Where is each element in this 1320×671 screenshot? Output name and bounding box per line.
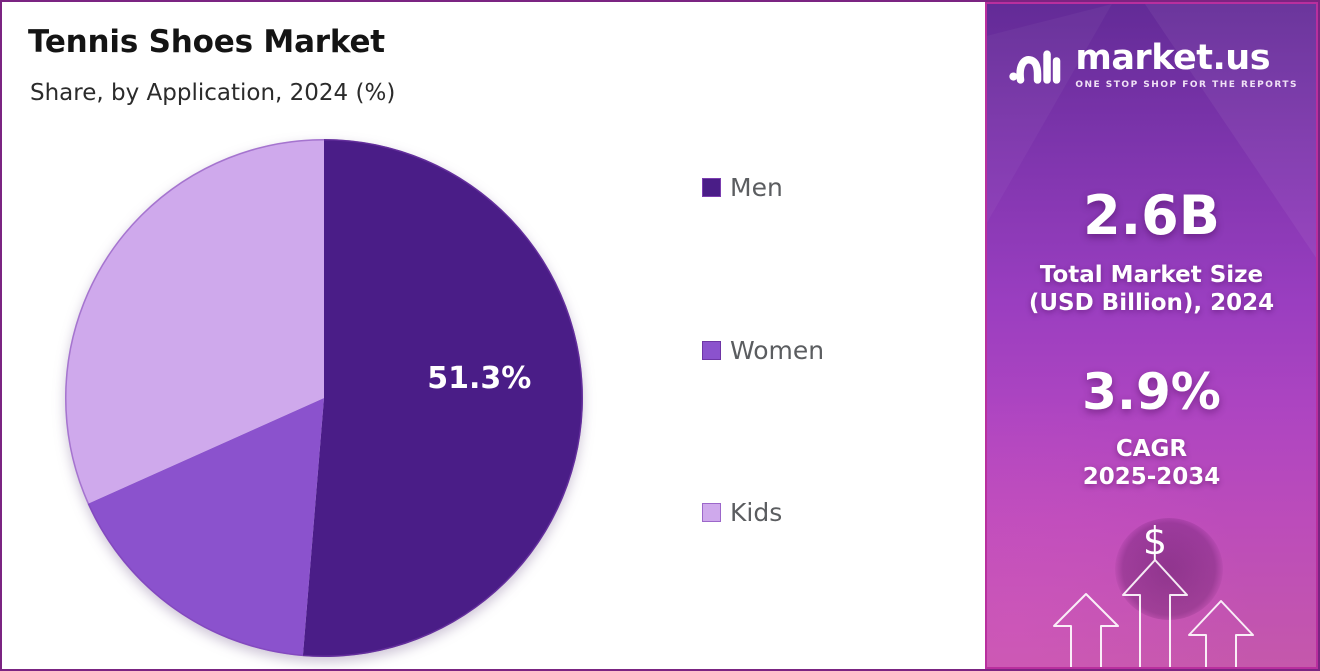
legend-swatch: [702, 178, 721, 197]
pie-outline: [65, 139, 583, 657]
pie-chart: 51.3%: [64, 139, 583, 657]
brand-name: market.us: [1075, 37, 1271, 78]
stat-value: 2.6B: [1083, 184, 1220, 247]
legend-swatch: [702, 503, 721, 522]
pie-slice-men[interactable]: [302, 139, 583, 657]
stat-caption-line: Total Market Size: [1039, 262, 1264, 288]
stat-value: 3.9%: [1082, 363, 1221, 422]
stat-caption-line: 2025-2034: [1082, 464, 1221, 491]
legend-label: Kids: [730, 498, 783, 527]
legend-item-men[interactable]: Men: [702, 173, 824, 202]
pie-slice-women[interactable]: [87, 398, 324, 657]
pie-slice-label: 51.3%: [427, 361, 531, 396]
brand-sidebar: market.us ONE STOP SHOP FOR THE REPORTS …: [985, 2, 1318, 669]
brand-header: market.us ONE STOP SHOP FOR THE REPORTS: [1009, 34, 1298, 96]
stat-caption: CAGR 2025-2034: [987, 435, 1316, 491]
up-arrow-icon: [1122, 559, 1188, 667]
growth-arrows-icon: $: [1053, 524, 1254, 667]
legend-item-kids[interactable]: Kids: [702, 498, 824, 527]
stat-caption: Total Market Size (USD Billion), 2024: [987, 261, 1316, 317]
legend: Men Women Kids: [702, 173, 824, 527]
up-arrow-icon: [1053, 593, 1119, 667]
legend-swatch: [702, 340, 721, 360]
brand-tagline: ONE STOP SHOP FOR THE REPORTS: [1075, 79, 1298, 90]
pie-slice-kids[interactable]: [64, 139, 324, 504]
page-title: Tennis Shoes Market: [28, 24, 385, 60]
legend-label: Women: [730, 335, 825, 365]
stat-caption-line: CAGR: [1115, 436, 1188, 463]
dollar-icon: $: [1143, 524, 1167, 563]
brand-text: market.us ONE STOP SHOP FOR THE REPORTS: [1075, 37, 1298, 90]
legend-item-women[interactable]: Women: [702, 336, 824, 365]
stats-block: 2.6B Total Market Size (USD Billion), 20…: [987, 184, 1316, 491]
chart-panel: Tennis Shoes Market Share, by Applicatio…: [2, 2, 985, 669]
up-arrow-icon: [1188, 600, 1254, 667]
legend-label: Men: [730, 173, 783, 202]
stat-cagr: 3.9% CAGR 2025-2034: [987, 363, 1316, 491]
chart-subtitle: Share, by Application, 2024 (%): [30, 80, 396, 106]
stat-caption-line: (USD Billion), 2024: [1028, 290, 1275, 317]
stat-market-size: 2.6B Total Market Size (USD Billion), 20…: [987, 184, 1316, 317]
market-us-logo-icon: [1009, 50, 1061, 84]
